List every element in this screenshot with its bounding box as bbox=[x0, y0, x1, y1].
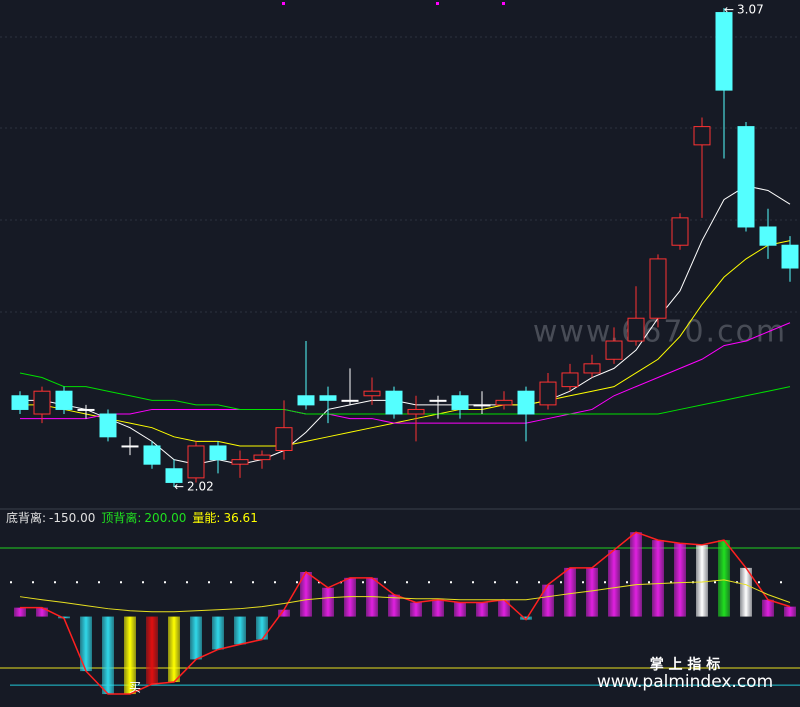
bar bbox=[762, 599, 774, 617]
candle-body bbox=[781, 244, 799, 269]
ma-line bbox=[20, 240, 791, 447]
bar bbox=[36, 607, 48, 617]
marker-dot bbox=[502, 2, 505, 5]
bar bbox=[608, 550, 620, 617]
bar bbox=[498, 599, 510, 617]
bar bbox=[740, 567, 752, 617]
bar bbox=[388, 594, 400, 617]
candle-body bbox=[451, 395, 469, 410]
legend-value: 36.61 bbox=[223, 511, 257, 525]
legend-value: -150.00 bbox=[49, 511, 95, 525]
candle-body bbox=[649, 258, 667, 319]
bar bbox=[432, 599, 444, 617]
bar bbox=[542, 584, 554, 617]
bar bbox=[190, 616, 202, 660]
ma-line bbox=[20, 322, 791, 424]
candle-body bbox=[627, 317, 645, 342]
bar bbox=[234, 616, 246, 645]
indicator-panel: 买 bbox=[0, 531, 800, 695]
candle-body bbox=[297, 395, 315, 406]
candle-body bbox=[319, 395, 337, 401]
bar bbox=[520, 616, 532, 620]
candle-body bbox=[759, 226, 777, 246]
candle-body bbox=[605, 340, 623, 360]
indicator-legend: 底背离: -150.00 顶背离: 200.00 量能: 36.61 bbox=[6, 510, 258, 525]
legend-label: 顶背离: bbox=[101, 510, 141, 525]
legend-value: 200.00 bbox=[144, 511, 186, 525]
bar bbox=[102, 616, 114, 695]
high-label: 3.07 bbox=[737, 3, 764, 17]
legend-label: 底背离: bbox=[6, 510, 46, 525]
candle-body bbox=[561, 372, 579, 388]
marker-dot bbox=[282, 2, 285, 5]
bar bbox=[124, 616, 136, 695]
candle-body bbox=[253, 454, 271, 461]
bar bbox=[586, 567, 598, 617]
panel-grid bbox=[0, 36, 800, 313]
candle-body bbox=[385, 390, 403, 415]
bar bbox=[696, 544, 708, 617]
candle-body bbox=[583, 363, 601, 374]
bar bbox=[652, 540, 664, 617]
bar bbox=[454, 602, 466, 617]
watermark: www.6670.com bbox=[533, 315, 787, 350]
candle-body bbox=[715, 12, 733, 91]
bar bbox=[410, 602, 422, 617]
bar bbox=[322, 587, 334, 617]
bar bbox=[674, 543, 686, 617]
bar bbox=[168, 616, 180, 683]
candle-body bbox=[143, 445, 161, 465]
candle-body bbox=[33, 390, 51, 415]
candle-body bbox=[11, 395, 29, 410]
footer-url: www.palmindex.com bbox=[597, 672, 773, 692]
candle-body bbox=[363, 390, 381, 397]
candle-body bbox=[77, 408, 95, 411]
bar bbox=[366, 577, 378, 617]
bar bbox=[630, 532, 642, 617]
footer-title: 掌 上 指 标 bbox=[650, 656, 721, 673]
bar bbox=[80, 616, 92, 672]
bar bbox=[212, 616, 224, 650]
legend-label: 量能: bbox=[192, 511, 220, 525]
candle-body bbox=[495, 399, 513, 406]
bar bbox=[58, 616, 70, 619]
bar bbox=[14, 607, 26, 617]
bar bbox=[300, 572, 312, 617]
price-panel: ← 2.02← 3.07 bbox=[11, 3, 799, 494]
candle-body bbox=[341, 399, 359, 402]
bar bbox=[278, 609, 290, 617]
candle-body bbox=[539, 381, 557, 406]
candle-body bbox=[671, 217, 689, 246]
candle-body bbox=[231, 459, 249, 465]
bar bbox=[344, 577, 356, 617]
low-label: 2.02 bbox=[187, 480, 214, 494]
high-arrow: ← bbox=[724, 3, 734, 17]
candle-body bbox=[55, 390, 73, 410]
bar bbox=[784, 606, 796, 617]
ma-line bbox=[19, 372, 791, 415]
bar bbox=[476, 602, 488, 617]
candle-body bbox=[209, 445, 227, 461]
marker-dot bbox=[436, 2, 439, 5]
low-arrow: ← bbox=[174, 480, 184, 494]
bar bbox=[718, 540, 730, 617]
buy-label: 买 bbox=[129, 681, 141, 695]
bar bbox=[146, 616, 158, 685]
signal-line bbox=[19, 579, 791, 613]
candle-body bbox=[429, 399, 447, 402]
candle-body bbox=[187, 445, 205, 479]
candle-body bbox=[693, 126, 711, 146]
bar bbox=[256, 616, 268, 640]
candle-body bbox=[473, 404, 491, 407]
candle-body bbox=[275, 427, 293, 452]
candle-body bbox=[737, 126, 755, 228]
candle-body bbox=[165, 468, 183, 483]
candle-body bbox=[99, 413, 117, 438]
candle-body bbox=[517, 390, 535, 415]
bar bbox=[564, 567, 576, 617]
candle-body bbox=[407, 408, 425, 415]
candle-body bbox=[121, 445, 139, 448]
